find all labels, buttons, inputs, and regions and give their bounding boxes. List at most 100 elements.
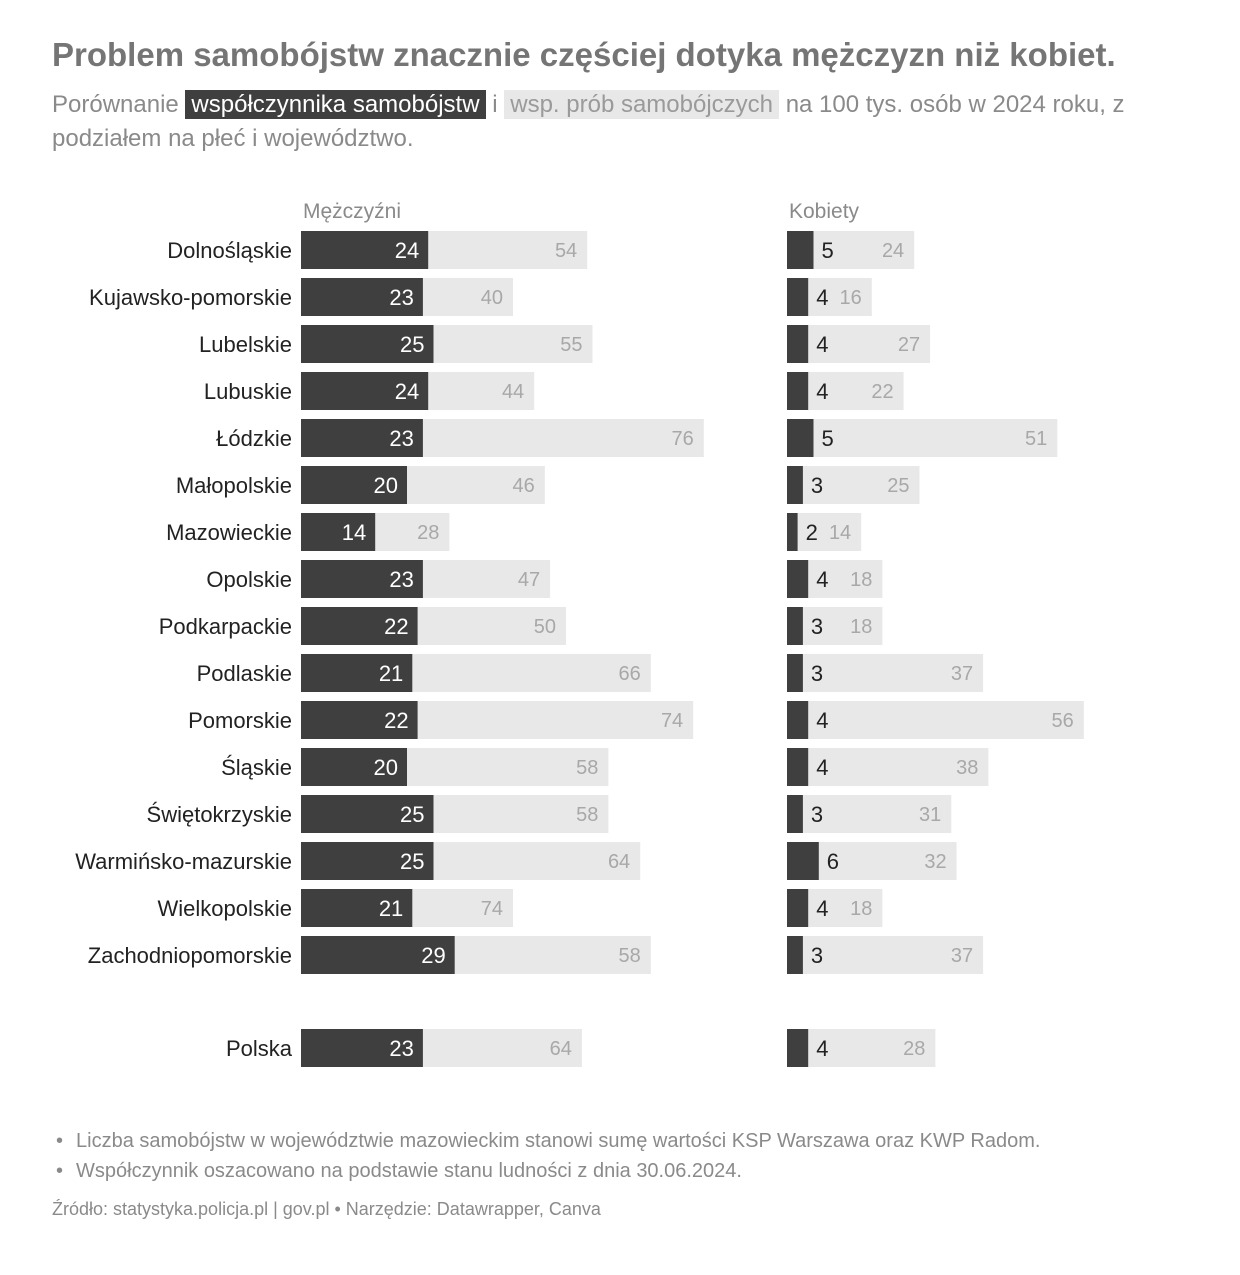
suicide-value-label: 22 [384, 614, 408, 639]
suicide-bar [301, 795, 434, 833]
subtitle-joiner: i [492, 91, 498, 118]
attempt-value-label: 28 [903, 1038, 925, 1060]
attempt-value-label: 22 [871, 381, 893, 403]
attempt-value-label: 25 [887, 475, 909, 497]
attempt-value-label: 37 [951, 663, 973, 685]
category-label: Polska [226, 1036, 293, 1061]
attempt-bar [787, 513, 862, 551]
suicide-value-label: 3 [811, 802, 823, 827]
suicide-value-label: 4 [816, 896, 828, 921]
suicide-value-label: 6 [827, 849, 839, 874]
category-label: Mazowieckie [166, 520, 292, 545]
attempt-value-label: 55 [560, 334, 582, 356]
suicide-value-label: 2 [806, 520, 818, 545]
suicide-value-label: 20 [374, 473, 398, 498]
suicide-value-label: 5 [822, 238, 834, 263]
attempt-bar [787, 795, 952, 833]
attempt-value-label: 31 [919, 804, 941, 826]
suicide-bar [301, 513, 376, 551]
category-label: Dolnośląskie [167, 238, 292, 263]
suicide-bar [301, 1029, 423, 1067]
suicide-bar [787, 1029, 809, 1067]
suicide-bar [787, 795, 803, 833]
suicide-bar [301, 701, 418, 739]
chart-title: Problem samobójstw znacznie częściej dot… [52, 36, 1116, 73]
suicide-value-label: 4 [816, 755, 828, 780]
attempt-value-label: 58 [576, 757, 598, 779]
suicide-value-label: 4 [816, 1036, 828, 1061]
suicide-bar [301, 278, 423, 316]
attempt-value-label: 37 [951, 945, 973, 967]
suicide-value-label: 21 [379, 661, 403, 686]
attempt-value-label: 64 [550, 1038, 572, 1060]
attempt-bar [787, 936, 984, 974]
suicide-bar [301, 842, 434, 880]
suicide-value-label: 14 [342, 520, 366, 545]
suicide-bar [301, 936, 455, 974]
attempt-value-label: 51 [1025, 428, 1047, 450]
suicide-value-label: 22 [384, 708, 408, 733]
suicide-value-label: 23 [389, 1036, 413, 1061]
suicide-value-label: 3 [811, 473, 823, 498]
attempt-bar [787, 748, 989, 786]
attempt-value-label: 38 [956, 757, 978, 779]
category-label: Podlaskie [197, 661, 292, 686]
suicide-bar [787, 419, 814, 457]
attempt-value-label: 46 [513, 475, 535, 497]
suicide-bar [787, 231, 814, 269]
suicide-bar [301, 325, 434, 363]
attempt-value-label: 16 [840, 287, 862, 309]
attempt-value-label: 58 [619, 945, 641, 967]
suicide-bar [301, 607, 418, 645]
category-label: Lubuskie [204, 379, 292, 404]
attempt-bar [787, 654, 984, 692]
attempt-value-label: 32 [924, 851, 946, 873]
attempt-value-label: 40 [481, 287, 503, 309]
attempt-value-label: 18 [850, 569, 872, 591]
suicide-value-label: 3 [811, 614, 823, 639]
suicide-bar [301, 748, 407, 786]
attempt-value-label: 44 [502, 381, 524, 403]
suicide-value-label: 29 [421, 943, 445, 968]
category-label: Małopolskie [176, 473, 292, 498]
suicide-bar [787, 466, 803, 504]
category-label: Podkarpackie [159, 614, 292, 639]
attempt-value-label: 28 [417, 522, 439, 544]
suicide-bar [787, 278, 809, 316]
attempt-value-label: 27 [898, 334, 920, 356]
suicide-bar [301, 372, 429, 410]
attempt-value-label: 47 [518, 569, 540, 591]
category-label: Kujawsko-pomorskie [89, 285, 292, 310]
suicide-value-label: 24 [395, 379, 419, 404]
attempt-value-label: 56 [1052, 710, 1074, 732]
suicide-bar [787, 701, 809, 739]
suicide-value-label: 25 [400, 332, 424, 357]
category-label: Zachodniopomorskie [88, 943, 292, 968]
source-line: Źródło: statystyka.policja.pl | gov.pl •… [52, 1199, 601, 1219]
suicide-value-label: 25 [400, 802, 424, 827]
attempt-value-label: 54 [555, 240, 577, 262]
suicide-value-label: 23 [389, 567, 413, 592]
subtitle-prefix: Porównanie [52, 91, 179, 118]
suicide-value-label: 4 [816, 567, 828, 592]
attempt-value-label: 14 [829, 522, 851, 544]
suicide-bar [787, 513, 798, 551]
suicide-value-label: 20 [374, 755, 398, 780]
attempt-value-label: 76 [672, 428, 694, 450]
footnote: Liczba samobójstw w województwie mazowie… [56, 1126, 1040, 1156]
footnote: Współczynnik oszacowano na podstawie sta… [56, 1156, 1040, 1186]
suicide-value-label: 25 [400, 849, 424, 874]
suicide-value-label: 3 [811, 943, 823, 968]
suicide-value-label: 4 [816, 708, 828, 733]
chart-subtitle: Porównanie współczynnika samobójstw i ws… [52, 88, 1202, 156]
legend-key-attempt-rate: wsp. prób samobójczych [504, 90, 780, 119]
suicide-bar [301, 889, 413, 927]
suicide-bar [787, 936, 803, 974]
attempt-value-label: 74 [661, 710, 683, 732]
attempt-value-label: 74 [481, 898, 503, 920]
subtitle-suffix: na 100 tys. osób w 2024 roku, z podziałe… [52, 91, 1125, 152]
panel-header: Kobiety [789, 200, 860, 223]
suicide-bar [301, 231, 429, 269]
attempt-value-label: 24 [882, 240, 904, 262]
category-label: Świętokrzyskie [147, 802, 292, 827]
